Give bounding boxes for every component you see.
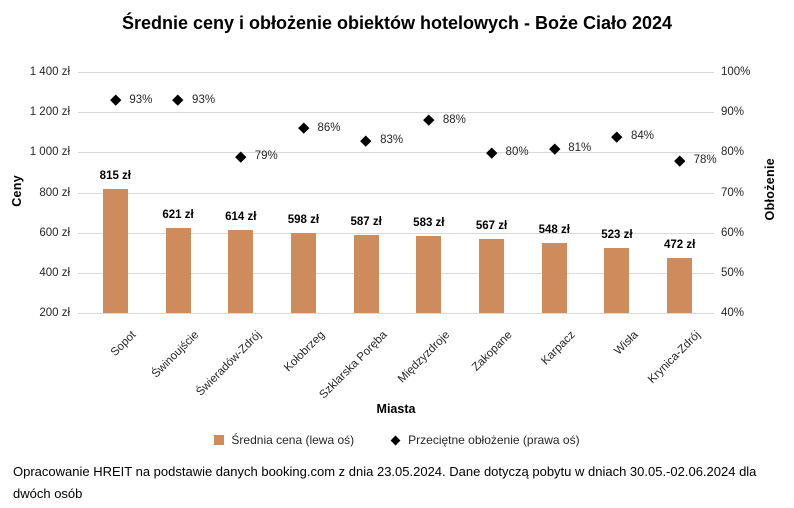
y-axis-tick-right: 80%	[721, 146, 745, 159]
gridline	[78, 272, 714, 274]
occupancy-value-label: 79%	[254, 150, 278, 163]
price-bar	[102, 189, 128, 313]
gridline	[78, 152, 714, 154]
gridline	[78, 232, 714, 234]
right-axis-title: Obłożenie	[763, 158, 777, 221]
y-axis-tick-left: 1 000 zł	[29, 146, 70, 159]
bar-value-label: 583 zł	[413, 217, 445, 230]
bar-value-label: 523 zł	[601, 229, 633, 242]
price-bar	[290, 233, 316, 313]
occupancy-marker-diamond-icon	[423, 114, 435, 126]
bar-value-label: 598 zł	[287, 214, 320, 227]
x-axis-category-label: Świnoujście	[150, 329, 202, 381]
occupancy-marker-diamond-icon	[611, 130, 623, 142]
occupancy-value-label: 83%	[380, 134, 404, 147]
x-axis-category-label: Krynica-Zdrój	[646, 329, 704, 386]
bar-value-label: 587 zł	[350, 216, 382, 229]
legend-occupancy-diamond-icon	[390, 435, 401, 445]
occupancy-value-label: 81%	[568, 142, 592, 155]
y-axis-tick-left: 1 200 zł	[29, 106, 70, 119]
price-bar	[416, 236, 442, 313]
y-axis-tick-right: 60%	[721, 226, 745, 239]
occupancy-value-label: 93%	[129, 94, 153, 107]
occupancy-marker-diamond-icon	[110, 94, 121, 106]
price-bar	[604, 248, 630, 313]
legend-item-price: Średnia cena (lewa oś)	[214, 433, 354, 447]
price-bar	[353, 235, 379, 313]
legend-price-label: Średnia cena (lewa oś)	[231, 433, 355, 447]
bar-value-label: 621 zł	[162, 209, 194, 222]
occupancy-value-label: 84%	[630, 130, 654, 143]
y-axis-tick-right: 100%	[721, 66, 751, 78]
x-axis-category-label: Karpacz	[539, 329, 578, 368]
legend-item-occupancy: Przeciętne obłożenie (prawa oś)	[390, 433, 580, 447]
y-axis-tick-left: 200 zł	[39, 307, 70, 319]
x-axis-category-label: Szklarska Poręba	[317, 329, 390, 402]
occupancy-value-label: 88%	[442, 114, 466, 127]
y-axis-tick-right: 50%	[721, 266, 745, 279]
left-axis-title: Ceny	[10, 175, 24, 207]
y-axis-tick-left: 400 zł	[39, 266, 70, 279]
occupancy-marker-diamond-icon	[486, 147, 497, 158]
occupancy-marker-diamond-icon	[298, 122, 309, 134]
y-axis-tick-right: 90%	[721, 106, 745, 119]
x-axis-category-label: Zakopane	[470, 329, 516, 374]
x-axis-category-label: Świeradów-Zdrój	[194, 329, 265, 399]
price-bar	[479, 239, 505, 313]
y-axis-tick-right: 40%	[721, 307, 745, 319]
y-axis-tick-left: 800 zł	[39, 186, 70, 199]
gridline	[78, 192, 714, 194]
chart-title: Średnie ceny i obłożenie obiektów hotelo…	[121, 13, 673, 33]
occupancy-value-label: 80%	[505, 146, 529, 159]
gridline	[78, 313, 714, 314]
x-axis-title: Miasta	[376, 402, 416, 416]
occupancy-value-label: 78%	[693, 154, 717, 167]
bar-value-label: 815 zł	[99, 170, 131, 183]
source-note: Opracowanie HREIT na podstawie danych bo…	[13, 464, 757, 501]
bar-value-label: 472 zł	[663, 239, 696, 252]
gridline	[78, 72, 714, 73]
y-axis-tick-left: 600 zł	[39, 226, 70, 239]
gridline	[78, 112, 714, 114]
y-axis-tick-left: 1 400 zł	[29, 66, 70, 78]
occupancy-marker-diamond-icon	[674, 155, 685, 166]
price-bar	[228, 229, 254, 313]
bar-value-label: 614 zł	[225, 210, 257, 223]
occupancy-value-label: 86%	[317, 122, 341, 135]
occupancy-marker-diamond-icon	[172, 94, 184, 106]
x-axis-category-label: Kołobrzeg	[281, 329, 327, 375]
x-axis-category-label: Sopot	[109, 329, 139, 359]
occupancy-marker-diamond-icon	[360, 134, 372, 146]
bar-value-label: 567 zł	[475, 220, 508, 233]
legend-occupancy-label: Przeciętne obłożenie (prawa oś)	[408, 433, 580, 447]
price-bar	[541, 243, 567, 313]
price-bar	[165, 228, 191, 313]
y-axis-tick-right: 70%	[721, 186, 745, 199]
x-axis-category-label: Międzyzdroje	[395, 329, 453, 386]
price-bar	[667, 258, 693, 313]
bar-value-label: 548 zł	[538, 224, 570, 237]
occupancy-value-label: 93%	[192, 94, 216, 107]
legend: Średnia cena (lewa oś) Przeciętne obłoże…	[0, 433, 794, 447]
x-axis-category-label: Wisła	[612, 329, 641, 358]
legend-price-swatch-icon	[214, 435, 225, 445]
